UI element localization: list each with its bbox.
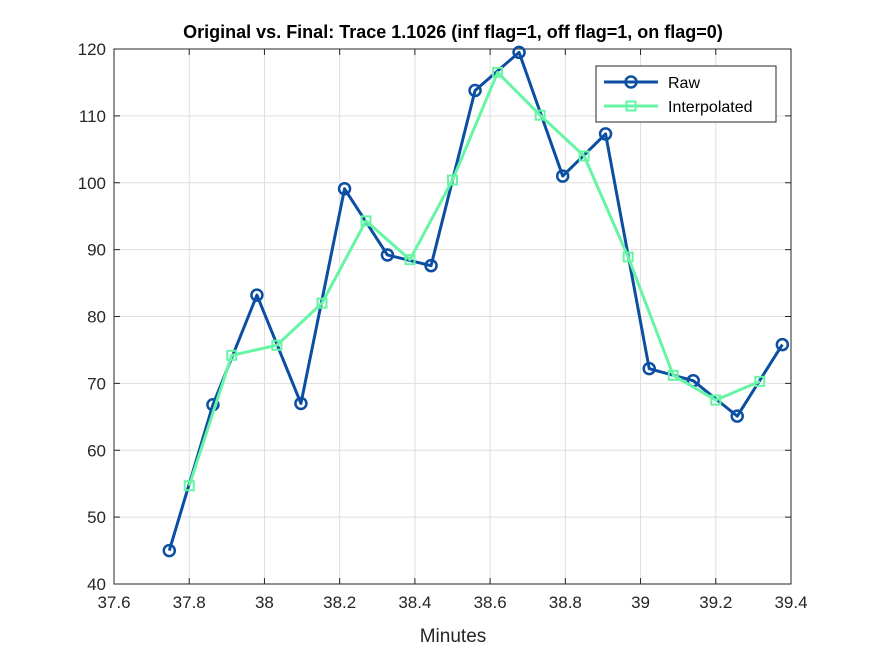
data-point-raw bbox=[512, 45, 526, 60]
y-tick-label: 100 bbox=[78, 174, 106, 193]
data-point-interpolated bbox=[667, 369, 679, 381]
legend-marker-interpolated bbox=[625, 100, 637, 112]
x-tick-label: 39 bbox=[631, 593, 650, 612]
data-point-interpolated bbox=[316, 297, 328, 309]
x-tick-label: 37.6 bbox=[97, 593, 130, 612]
x-tick-label: 38.4 bbox=[398, 593, 431, 612]
y-tick-label: 110 bbox=[79, 107, 106, 126]
data-point-raw bbox=[294, 396, 308, 411]
x-tick-label: 37.8 bbox=[173, 593, 206, 612]
data-point-raw bbox=[642, 361, 656, 376]
data-point-interpolated bbox=[447, 174, 458, 186]
series-interpolated bbox=[183, 66, 766, 492]
data-point-raw bbox=[468, 83, 482, 98]
data-point-raw bbox=[598, 127, 613, 141]
chart-title: Original vs. Final: Trace 1.1026 (inf fl… bbox=[183, 22, 723, 42]
y-tick-label: 60 bbox=[87, 441, 106, 460]
x-tick-label: 39.4 bbox=[774, 593, 807, 612]
y-tick-label: 90 bbox=[87, 241, 106, 260]
x-tick-label: 38.8 bbox=[549, 593, 582, 612]
data-point-interpolated bbox=[360, 215, 372, 227]
data-point-raw bbox=[775, 337, 790, 352]
legend-box bbox=[595, 65, 777, 123]
x-axis-label: Minutes bbox=[420, 626, 487, 647]
data-point-raw bbox=[380, 248, 395, 262]
x-tick-label: 39.2 bbox=[699, 593, 732, 612]
data-point-raw bbox=[555, 169, 570, 183]
legend-label-interpolated: Interpolated bbox=[668, 99, 753, 116]
data-point-interpolated bbox=[226, 349, 238, 361]
y-tick-label: 40 bbox=[87, 575, 106, 594]
legend: Raw Interpolated bbox=[595, 65, 777, 123]
data-point-interpolated bbox=[534, 109, 546, 121]
data-point-raw bbox=[730, 409, 744, 423]
series-line-interpolated bbox=[187, 70, 761, 487]
x-tick-label: 38.2 bbox=[323, 593, 356, 612]
data-point-raw bbox=[424, 258, 438, 273]
data-point-interpolated bbox=[622, 251, 634, 263]
legend-marker-raw bbox=[624, 75, 638, 89]
data-point-interpolated bbox=[578, 150, 590, 162]
data-point-raw bbox=[337, 182, 352, 196]
data-point-interpolated bbox=[183, 480, 195, 492]
x-tick-label: 38 bbox=[255, 593, 274, 612]
data-point-raw bbox=[250, 288, 264, 302]
data-point-interpolated bbox=[404, 254, 416, 266]
legend-label-raw: Raw bbox=[668, 75, 700, 92]
data-point-interpolated bbox=[492, 66, 504, 78]
data-point-interpolated bbox=[271, 339, 283, 351]
data-point-raw bbox=[162, 543, 177, 558]
data-point-interpolated bbox=[710, 394, 722, 406]
y-tick-label: 50 bbox=[87, 508, 106, 527]
data-point-interpolated bbox=[754, 375, 766, 387]
y-tick-label: 70 bbox=[87, 374, 106, 393]
x-tick-label: 38.6 bbox=[474, 593, 507, 612]
plot-area: 37.6 37.8 38 38.2 38.4 38.6 38.8 39 39.2 39.4 40 50… bbox=[78, 40, 808, 612]
y-tick-label: 80 bbox=[87, 308, 106, 327]
y-tick-label: 120 bbox=[78, 40, 106, 59]
